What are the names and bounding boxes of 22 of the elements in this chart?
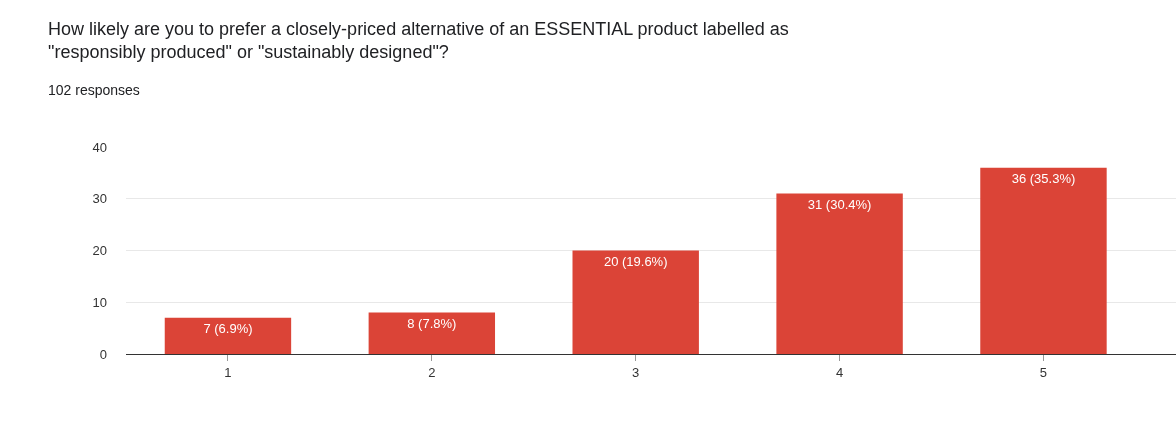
data-label: 31 (30.4%) xyxy=(807,196,872,212)
data-label: 7 (6.9%) xyxy=(203,320,253,336)
data-label: 20 (19.6%) xyxy=(603,253,668,269)
bar xyxy=(164,317,292,354)
x-tick-label: 2 xyxy=(428,364,436,380)
bar xyxy=(980,167,1107,354)
data-label: 36 (35.3%) xyxy=(1011,170,1076,186)
data-label: 8 (7.8%) xyxy=(407,315,457,331)
x-tick-label: 5 xyxy=(1039,364,1048,380)
y-tick-label: 0 xyxy=(99,346,107,362)
y-tick-label: 30 xyxy=(92,191,107,207)
chart-subtitle: 102 responses xyxy=(48,81,140,98)
y-tick-label: 10 xyxy=(92,294,107,310)
x-tick-label: 1 xyxy=(224,364,232,380)
x-tick-label: 4 xyxy=(835,364,844,380)
chart-title: How likely are you to prefer a closely-priced alternative of an ESSENTIAL product labelled as "responsibly produced" or "sustainably designed"? xyxy=(48,19,789,63)
y-tick-label: 40 xyxy=(92,139,107,155)
x-tick-label: 3 xyxy=(632,364,640,380)
bar xyxy=(776,193,903,354)
bar xyxy=(572,250,699,354)
y-tick-label: 20 xyxy=(92,243,107,259)
bar xyxy=(368,312,496,354)
